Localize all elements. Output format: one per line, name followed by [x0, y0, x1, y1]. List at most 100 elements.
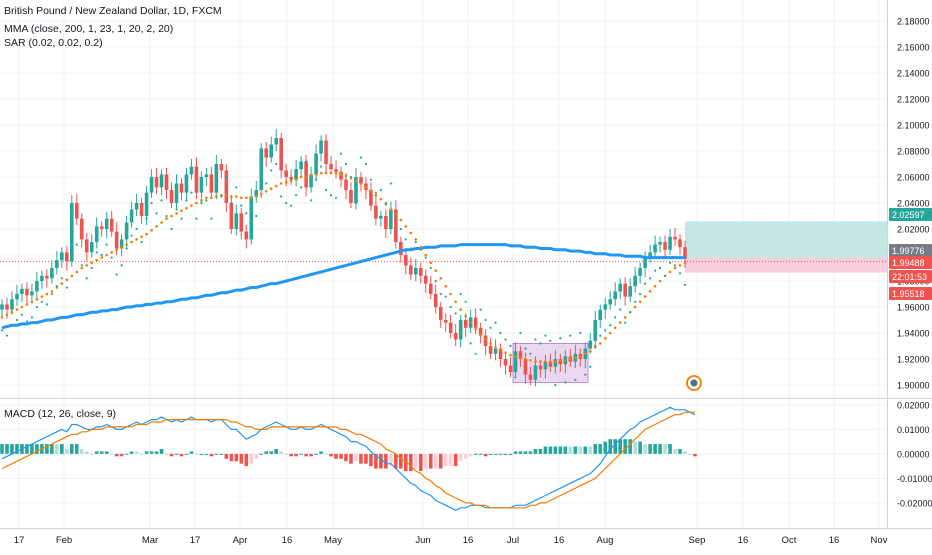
candle — [134, 193, 139, 216]
candle-body — [638, 268, 642, 276]
candle-body — [528, 374, 533, 380]
candle — [613, 282, 618, 306]
sar-dot — [394, 214, 397, 218]
candle — [438, 301, 443, 328]
candle — [194, 157, 199, 200]
price-tick-label: 2.10000 — [897, 121, 930, 131]
ma20-dot — [130, 240, 133, 244]
sar-legend[interactable]: SAR (0.02, 0.02, 0.2) — [4, 37, 103, 49]
candle-body — [518, 351, 523, 359]
sar-dot — [499, 331, 502, 335]
candle-body — [259, 148, 264, 190]
candle-body — [239, 213, 244, 232]
candle-body — [249, 196, 254, 240]
sar-dot — [539, 342, 542, 345]
candle — [488, 338, 493, 359]
candle-body — [149, 177, 154, 193]
sar-dot — [85, 277, 88, 280]
ma20-dot — [95, 258, 99, 262]
sar-dot — [265, 182, 268, 185]
candle-body — [374, 205, 378, 219]
sar-dot — [504, 338, 507, 341]
sar-dot — [70, 227, 73, 231]
candle-body — [109, 218, 114, 232]
macd-histogram-bar — [239, 453, 244, 464]
ma20-dot — [369, 190, 373, 193]
ma20-dot — [459, 308, 462, 311]
candle — [10, 291, 14, 315]
candle-body — [199, 177, 204, 193]
candle — [25, 282, 29, 305]
mma-legend[interactable]: MMA (close, 200, 1, 23, 1, 20, 2, 20) — [4, 23, 174, 35]
sar-dot — [484, 318, 487, 322]
sar-dot — [424, 256, 427, 259]
candle — [384, 209, 388, 239]
candle — [269, 136, 274, 163]
sar-dot — [639, 292, 642, 296]
sar-dot — [399, 227, 402, 231]
ma20-dot — [658, 279, 662, 283]
macd-histogram-bar — [404, 453, 408, 472]
macd-histogram-bar — [329, 453, 333, 457]
sar-dot — [225, 175, 228, 179]
ma20-dot — [175, 212, 178, 215]
macd-histogram-bar — [668, 444, 672, 454]
candle-body — [628, 286, 632, 297]
candle — [593, 310, 598, 348]
candle — [45, 269, 49, 288]
sar-dot — [305, 160, 308, 163]
sar-dot — [314, 178, 318, 181]
sar-dot — [519, 331, 522, 335]
macd-histogram-bar — [379, 453, 383, 469]
macd-histogram-bar — [553, 446, 558, 454]
ma20-dot — [653, 284, 657, 288]
candle — [254, 180, 259, 203]
candle-body — [618, 283, 622, 292]
candle-body — [473, 317, 478, 328]
macd-histogram-bar — [309, 453, 313, 457]
ma20-dot — [25, 303, 29, 306]
ma20-dot — [20, 305, 24, 309]
candle — [0, 299, 4, 318]
ma20-dot — [494, 346, 497, 349]
candle — [129, 201, 134, 228]
candle-body — [673, 236, 677, 240]
macd-histogram-bar — [60, 444, 64, 454]
price-label-bg — [889, 256, 932, 269]
ma20-dot — [40, 295, 44, 298]
price-axis: 2.18000 2.16000 2.14000 2.12000 2.10000 2.080… — [889, 17, 932, 391]
candle-body — [319, 140, 323, 154]
candle — [628, 278, 632, 302]
price-tick-label: 2.12000 — [897, 95, 930, 105]
macd-histogram-bar — [15, 444, 19, 454]
sar-dot — [60, 277, 63, 280]
macd-histogram-bar — [538, 448, 543, 454]
ma20-dot — [210, 196, 213, 200]
sar-dot — [364, 162, 368, 166]
time-tick-label: Mar — [142, 535, 158, 546]
ma20-dot — [160, 221, 163, 224]
candle — [50, 260, 54, 284]
ma20-dot — [294, 178, 298, 181]
candle-body — [314, 153, 318, 175]
candle — [678, 234, 682, 255]
sar-dot — [280, 195, 283, 198]
candle-body — [50, 268, 54, 279]
sar-dot — [155, 212, 158, 215]
macd-histogram-bar — [678, 448, 682, 454]
sar-dot — [609, 324, 612, 327]
macd-legend[interactable]: MACD (12, 26, close, 9) — [4, 408, 117, 420]
macd-histogram-bar — [314, 453, 318, 455]
ma20-dot — [514, 355, 517, 358]
candle-body — [244, 231, 249, 240]
macd-histogram-bar — [413, 453, 418, 469]
macd-histogram-bar — [583, 446, 588, 454]
time-tick-label: Nov — [871, 535, 888, 546]
macd-histogram-bar — [688, 453, 692, 455]
symbol-title[interactable]: British Pound / New Zealand Dollar, 1D, … — [4, 5, 222, 17]
macd-histogram-bar — [653, 444, 657, 454]
ma20-dot — [344, 174, 348, 177]
macd-histogram-bar — [65, 448, 69, 454]
candle-body — [548, 361, 553, 367]
candle-body — [144, 192, 149, 216]
